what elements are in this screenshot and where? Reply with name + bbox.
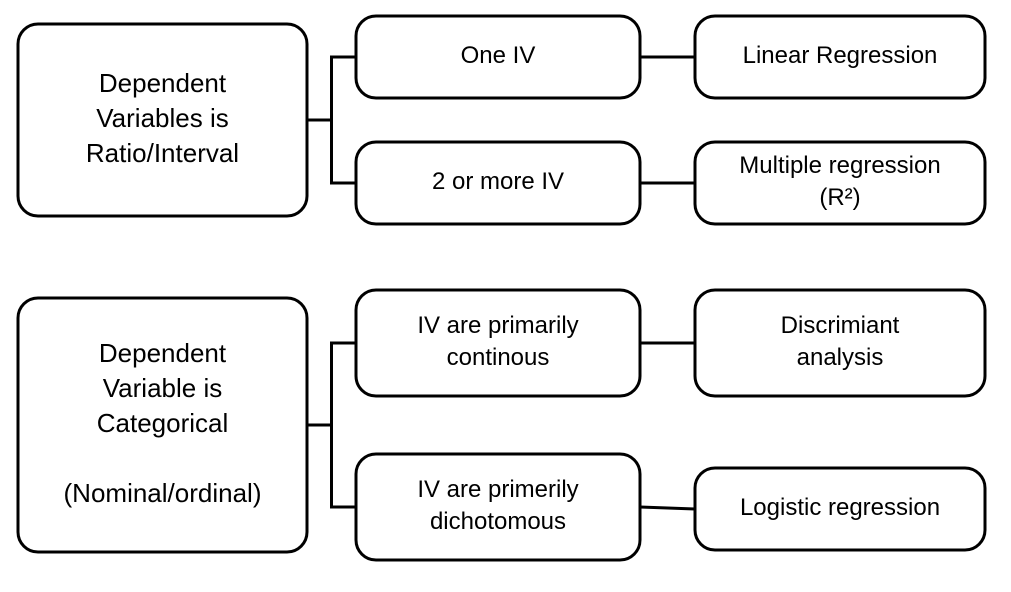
node-n1a2: Linear Regression (695, 16, 985, 98)
node-root2: DependentVariable isCategorical(Nominal/… (18, 298, 307, 552)
node-n2a2: Discrimiantanalysis (695, 290, 985, 396)
diagram-canvas: DependentVariables isRatio/Interval One I… (0, 0, 1011, 592)
node-n2a: IV are primarilycontinous (356, 290, 640, 396)
node-box (356, 290, 640, 396)
node-label: One IV (461, 42, 536, 69)
node-n1a: One IV (356, 16, 640, 98)
edge-n2b-n2b2 (640, 507, 695, 509)
node-n1b: 2 or more IV (356, 142, 640, 224)
edges-layer (307, 57, 695, 509)
node-label: 2 or more IV (432, 168, 564, 195)
edge-root2-n2a (307, 343, 356, 425)
edge-root1-n1a (307, 57, 356, 120)
node-label: Logistic regression (740, 494, 940, 521)
node-label: DependentVariables isRatio/Interval (86, 68, 239, 168)
nodes-layer: DependentVariables isRatio/Interval One I… (18, 16, 985, 560)
edge-root1-n1b (307, 120, 356, 183)
node-box (356, 454, 640, 560)
node-root1: DependentVariables isRatio/Interval (18, 24, 307, 216)
node-label: Linear Regression (743, 42, 938, 69)
node-n2b2: Logistic regression (695, 468, 985, 550)
node-n2b: IV are primerilydichotomous (356, 454, 640, 560)
edge-root2-n2b (307, 425, 356, 507)
node-n1b2: Multiple regression(R²) (695, 142, 985, 224)
node-box (695, 290, 985, 396)
